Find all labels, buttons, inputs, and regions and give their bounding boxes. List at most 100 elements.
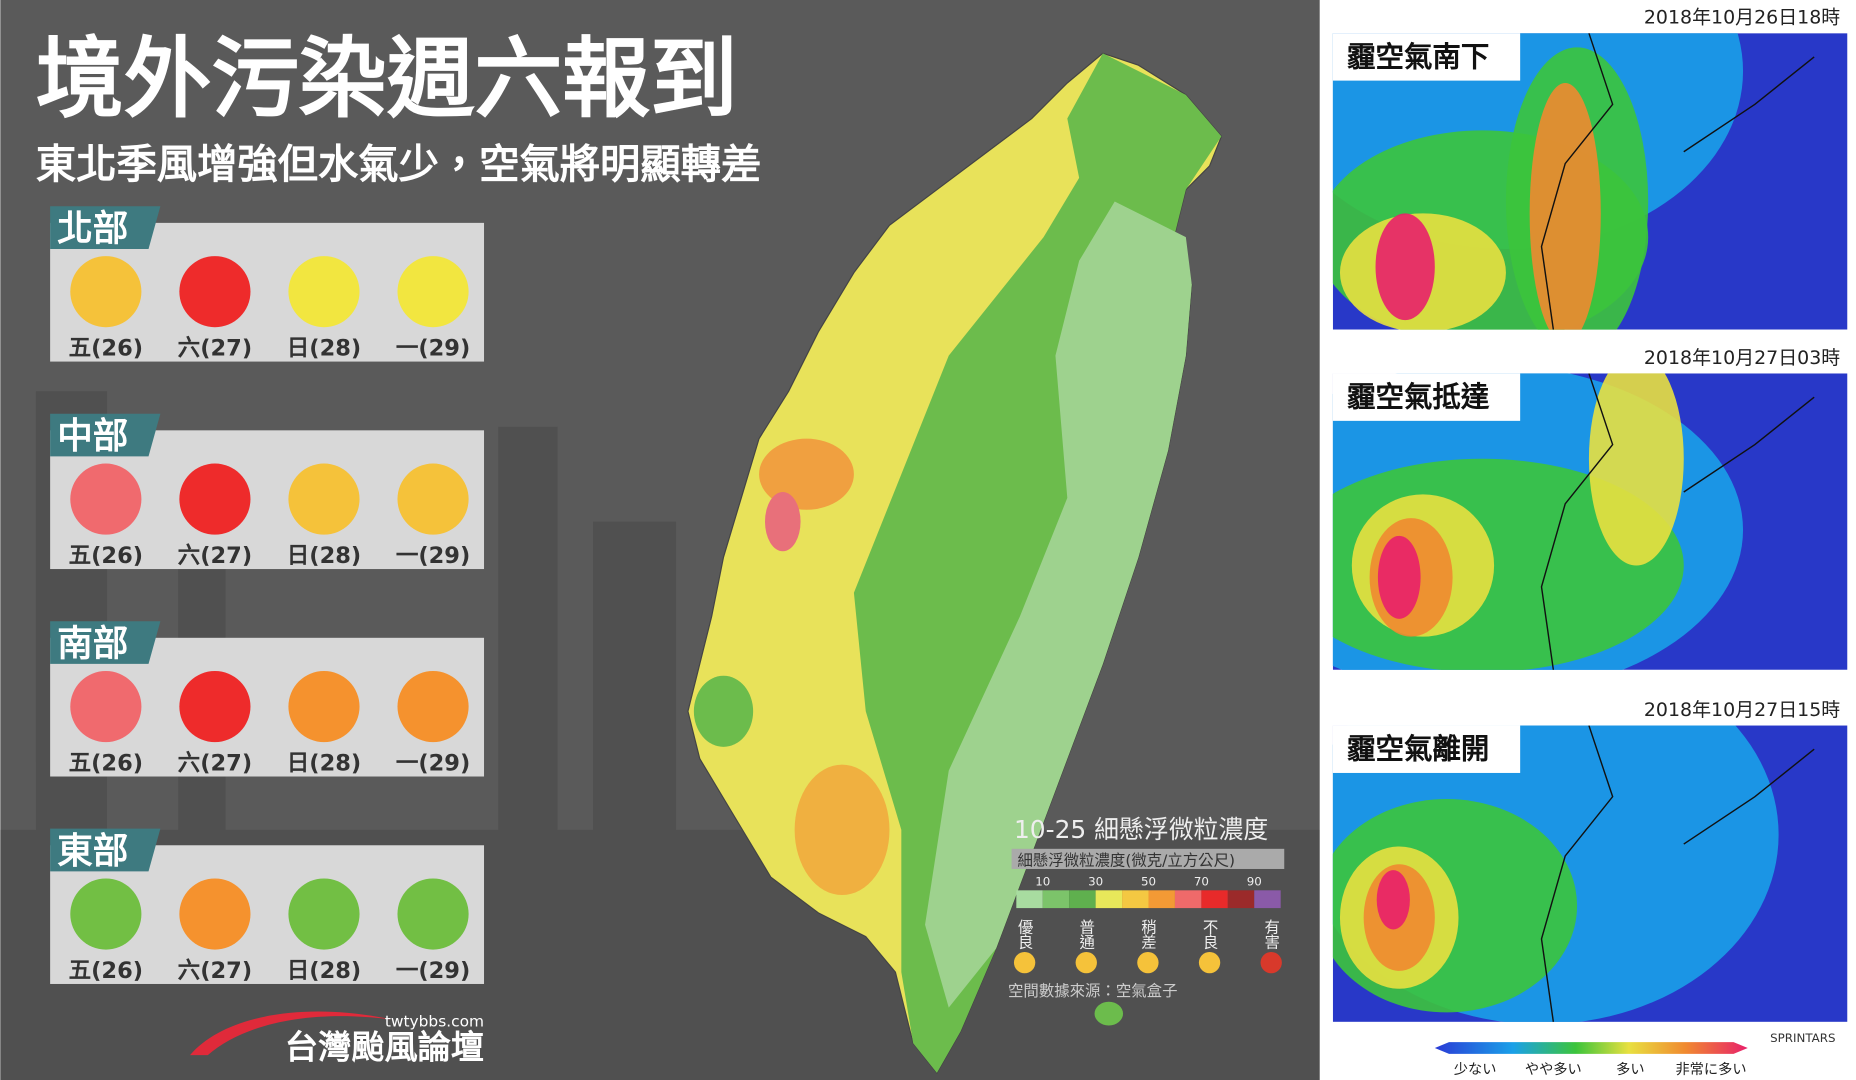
level-face — [1260, 951, 1282, 974]
taiwan-map — [687, 52, 1223, 1074]
map-label: 霾空氣抵達 — [1347, 381, 1490, 414]
aqi-circle — [397, 463, 469, 535]
region-name: 東部 — [57, 831, 128, 872]
aqi-circle — [179, 256, 251, 328]
brand: twtybbs.com 台灣颱風論壇 — [190, 1011, 484, 1067]
level-label: 普通 — [1077, 918, 1095, 950]
map-label-bg — [1332, 373, 1521, 421]
sprintars-credit: SPRINTARS — [1770, 1031, 1835, 1045]
day-label: 五(26) — [69, 751, 143, 777]
day-label: 日(28) — [287, 543, 361, 569]
day-label: 一(29) — [396, 958, 470, 984]
level-face — [1075, 951, 1097, 974]
map-coastline — [1540, 373, 1815, 670]
day-label: 六(27) — [178, 336, 252, 362]
scale-segment — [1227, 890, 1255, 909]
map-coastline — [1540, 33, 1815, 330]
level-face — [1137, 951, 1159, 974]
region-panels: 北部五(26) 六(27) 日(28) 一(29)中部五(26) 六(27) 日(28) 一… — [50, 206, 485, 984]
aqi-circle — [397, 256, 469, 328]
scale-tick: 10 — [1035, 875, 1050, 889]
map-blob — [1529, 83, 1601, 330]
day-label: 一(29) — [396, 751, 470, 777]
map-label-bg — [1332, 725, 1521, 773]
aqi-circle — [397, 670, 469, 743]
sprintars-label: 非常に多い — [1675, 1061, 1746, 1078]
region-name: 南部 — [57, 624, 128, 665]
day-label: 六(27) — [178, 751, 252, 777]
scale-segment — [1201, 890, 1228, 909]
scale-segment — [1042, 890, 1070, 909]
legend-source: 空間數據來源：空氣盒子 — [1008, 982, 1177, 1000]
region-panel: 東部五(26) 六(27) 日(28) 一(29) — [50, 828, 485, 984]
aqi-circle — [288, 670, 360, 743]
panel-tab — [50, 621, 161, 664]
level-label: 有害 — [1262, 918, 1280, 949]
scale-tick: 30 — [1088, 875, 1103, 889]
aqi-circle — [288, 256, 360, 328]
level-face — [1198, 951, 1221, 974]
map-blob — [1377, 535, 1421, 619]
scale-tick: 90 — [1247, 875, 1262, 889]
level-label: 不良 — [1201, 919, 1219, 950]
map-time: 2018年10月27日03時 — [1644, 347, 1840, 369]
map-time: 2018年10月26日18時 — [1644, 7, 1840, 29]
region-name: 北部 — [57, 209, 128, 250]
map-blob — [1376, 870, 1410, 930]
day-label: 五(26) — [69, 958, 143, 984]
day-label: 五(26) — [69, 543, 143, 569]
aqi-circle — [179, 463, 251, 535]
sprintars-bar — [1434, 1042, 1748, 1054]
legend-subtitle: 細懸浮微粒濃度(微克/立方公尺) — [1018, 851, 1236, 869]
sprintars-label: 多い — [1616, 1061, 1644, 1078]
scale-segment — [1069, 890, 1096, 909]
aqi-circle — [70, 878, 142, 950]
map-time: 2018年10月27日15時 — [1644, 699, 1840, 721]
forecast-map — [1332, 373, 1848, 670]
aqi-circle — [179, 878, 251, 950]
scale-tick: 50 — [1141, 875, 1156, 889]
legend-subtitle-bg — [1011, 848, 1285, 869]
region-panel: 北部五(26) 六(27) 日(28) 一(29) — [50, 206, 485, 362]
aqi-circle — [288, 463, 360, 535]
map-label-bg — [1332, 33, 1521, 81]
map-blob — [1588, 373, 1684, 566]
subtitle: 東北季風增強但水氣少，空氣將明顯轉差 — [36, 141, 761, 188]
brand-logo — [190, 1011, 392, 1056]
scale-segment — [1174, 890, 1202, 909]
region-name: 中部 — [57, 416, 128, 457]
aqi-circle — [70, 256, 142, 328]
day-label: 日(28) — [287, 336, 361, 362]
day-label: 六(27) — [178, 958, 252, 984]
forecast-map — [1332, 33, 1848, 330]
day-label: 六(27) — [178, 543, 252, 569]
day-label: 五(26) — [69, 336, 143, 362]
scale-segment — [1122, 890, 1149, 909]
aqi-circle — [179, 670, 251, 743]
aqi-circle — [70, 670, 142, 743]
day-label: 日(28) — [287, 958, 361, 984]
title: 境外污染週六報到 — [36, 28, 738, 130]
map-label: 霾空氣離開 — [1347, 733, 1489, 766]
forecast-map — [1332, 725, 1848, 1022]
scale-segment — [1148, 890, 1175, 909]
panel-tab — [50, 206, 161, 249]
map-coastline — [1540, 725, 1815, 1022]
level-face — [1013, 951, 1036, 974]
level-label: 稍差 — [1139, 918, 1157, 949]
scale-tick: 70 — [1194, 875, 1209, 889]
aqi-circle — [70, 463, 142, 535]
day-label: 一(29) — [396, 543, 470, 569]
sprintars-label: やや多い — [1525, 1061, 1582, 1078]
day-label: 一(29) — [396, 336, 470, 362]
region-panel: 中部五(26) 六(27) 日(28) 一(29) — [50, 413, 485, 569]
legend-title: 10-25 細懸浮微粒濃度 — [1014, 815, 1268, 844]
sprintars-label: 少ない — [1454, 1061, 1497, 1078]
scale-segment — [1016, 890, 1043, 909]
scale-segment — [1095, 890, 1123, 909]
